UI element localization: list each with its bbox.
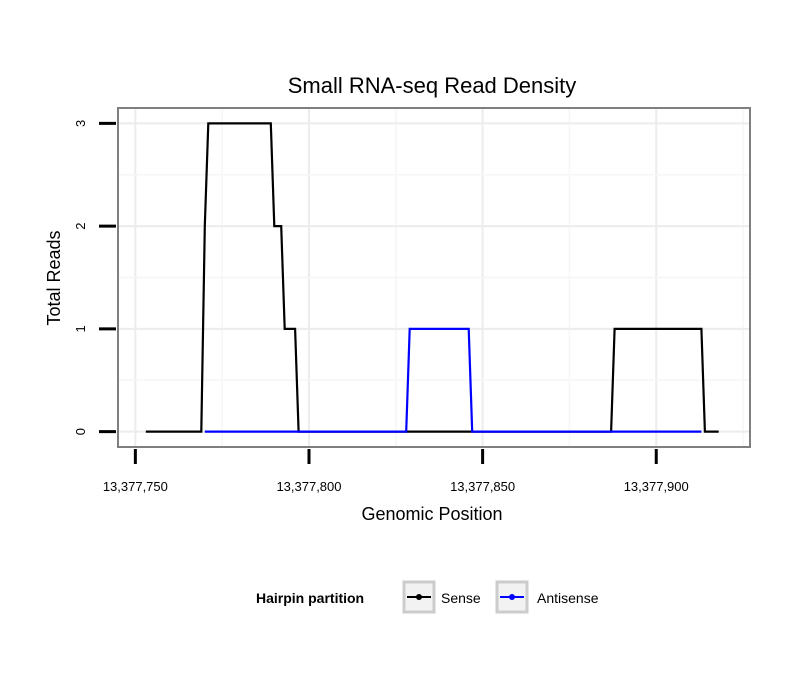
plot-panel [117, 107, 751, 448]
y-tick-label: 3 [73, 120, 88, 127]
legend-entry-sense: Sense [402, 580, 481, 614]
series-line-sense [145, 122, 719, 433]
x-tick-label: 13,377,900 [624, 479, 689, 494]
legend-entry-antisense: Antisense [495, 580, 599, 614]
legend: Hairpin partition Sense Antisense [256, 580, 599, 614]
legend-label-sense: Sense [441, 590, 481, 606]
series-layer [145, 122, 719, 433]
series-line-antisense [204, 327, 702, 433]
x-tick-label: 13,377,750 [103, 479, 168, 494]
y-tick-label: 1 [73, 325, 88, 332]
legend-title: Hairpin partition [256, 590, 364, 606]
x-axis-label: Genomic Position [361, 504, 502, 524]
grid [118, 108, 750, 447]
x-tick-label: 13,377,850 [450, 479, 515, 494]
chart-title: Small RNA-seq Read Density [288, 73, 577, 98]
y-tick-label: 0 [73, 428, 88, 435]
x-tick-label: 13,377,800 [276, 479, 341, 494]
legend-label-antisense: Antisense [537, 590, 599, 606]
axis-ticks: 13,377,750 13,377,800 13,377,850 13,377,900… [73, 120, 689, 494]
legend-point-sense [416, 594, 422, 600]
legend-point-antisense [509, 594, 515, 600]
y-axis-label: Total Reads [44, 230, 64, 325]
y-tick-label: 2 [73, 223, 88, 230]
